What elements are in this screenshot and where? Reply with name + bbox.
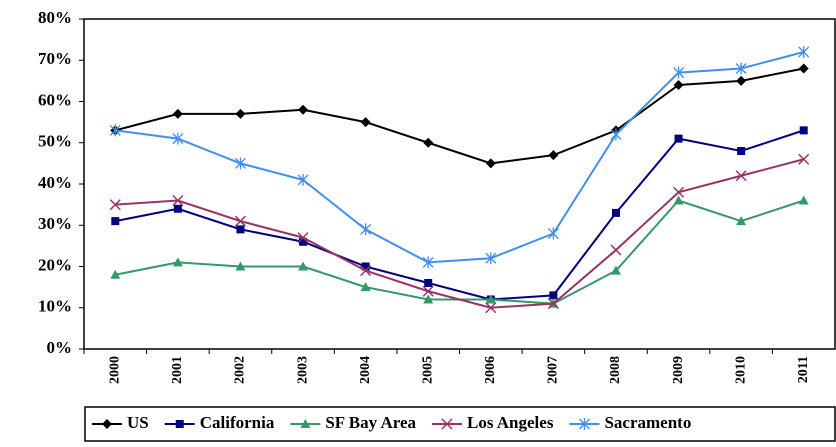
data-point — [235, 261, 246, 271]
data-point — [360, 282, 371, 292]
data-point — [361, 262, 370, 271]
y-tick-label: 50% — [38, 132, 72, 151]
series-line — [115, 199, 805, 305]
series-line — [115, 158, 804, 309]
data-point — [798, 63, 809, 74]
data-point — [799, 126, 808, 135]
legend-label: SF Bay Area — [325, 413, 416, 432]
data-point — [735, 170, 747, 182]
x-tick-label: 2002 — [233, 356, 248, 384]
x-tick-label: 2008 — [608, 356, 623, 384]
data-point — [610, 128, 622, 141]
y-tick-label: 40% — [38, 173, 72, 192]
data-point — [549, 291, 558, 300]
data-point — [673, 66, 685, 79]
legend-label: US — [127, 413, 149, 432]
data-point — [735, 62, 747, 75]
data-point — [547, 298, 559, 310]
data-point — [422, 256, 434, 269]
data-point — [109, 199, 121, 211]
data-point — [736, 75, 747, 86]
data-point — [235, 108, 246, 119]
data-point — [111, 217, 120, 226]
data-point — [172, 108, 183, 119]
data-point — [798, 195, 809, 205]
data-point — [424, 279, 433, 287]
legend-marker — [300, 419, 311, 428]
y-tick-label: 30% — [38, 214, 72, 233]
x-tick-label: 2007 — [546, 356, 561, 384]
data-point — [234, 157, 246, 170]
data-point — [673, 80, 684, 90]
data-point — [798, 153, 810, 165]
y-tick-label: 0% — [47, 338, 73, 357]
data-point — [360, 265, 372, 277]
data-point — [422, 285, 434, 297]
data-point — [610, 244, 622, 256]
data-point — [485, 302, 497, 314]
data-point — [485, 252, 497, 265]
data-point — [234, 215, 246, 227]
data-point — [611, 208, 620, 217]
data-point — [423, 137, 434, 148]
y-tick-label: 70% — [38, 49, 72, 68]
data-point — [172, 257, 183, 267]
data-point — [485, 294, 496, 304]
data-point — [610, 265, 621, 275]
data-point — [297, 173, 309, 186]
legend-label: California — [200, 413, 275, 432]
data-point — [798, 46, 810, 58]
data-point — [423, 294, 434, 304]
data-point — [297, 232, 309, 244]
legend-marker — [441, 418, 453, 430]
x-tick-label: 2010 — [733, 356, 748, 384]
data-point — [110, 269, 121, 279]
data-point — [109, 124, 121, 137]
x-tick-label: 2000 — [108, 356, 123, 384]
data-point — [236, 225, 245, 234]
data-point — [298, 104, 309, 115]
data-point — [172, 194, 184, 207]
data-point — [298, 261, 309, 271]
legend-marker — [175, 420, 184, 428]
x-tick-label: 2009 — [671, 356, 686, 384]
data-point — [299, 237, 308, 246]
y-tick-label: 20% — [38, 255, 72, 274]
x-tick-label: 2011 — [796, 356, 811, 383]
data-point — [674, 134, 683, 143]
data-point — [673, 186, 685, 198]
data-point — [360, 223, 372, 236]
data-point — [173, 204, 182, 213]
data-point — [172, 132, 184, 145]
y-tick-label: 10% — [38, 297, 72, 316]
series-line — [115, 67, 804, 165]
x-tick-label: 2006 — [483, 356, 498, 384]
x-tick-label: 2001 — [170, 356, 185, 384]
data-point — [673, 195, 684, 205]
x-tick-label: 2003 — [295, 356, 310, 384]
data-point — [548, 150, 559, 161]
x-tick-label: 2005 — [420, 356, 435, 384]
legend-label: Los Angeles — [467, 413, 554, 432]
legend-label: Sacramento — [604, 413, 691, 432]
data-point — [360, 117, 371, 128]
legend-marker — [102, 419, 112, 429]
y-tick-label: 60% — [38, 90, 72, 109]
legend-box — [84, 406, 836, 442]
data-point — [547, 227, 559, 240]
series-line — [115, 129, 805, 301]
data-point — [736, 216, 747, 226]
legend-marker — [578, 418, 590, 430]
y-tick-label: 80% — [38, 8, 72, 27]
data-point — [737, 147, 746, 155]
data-point — [485, 158, 496, 169]
x-tick-label: 2004 — [358, 356, 373, 384]
series-line — [115, 51, 804, 264]
